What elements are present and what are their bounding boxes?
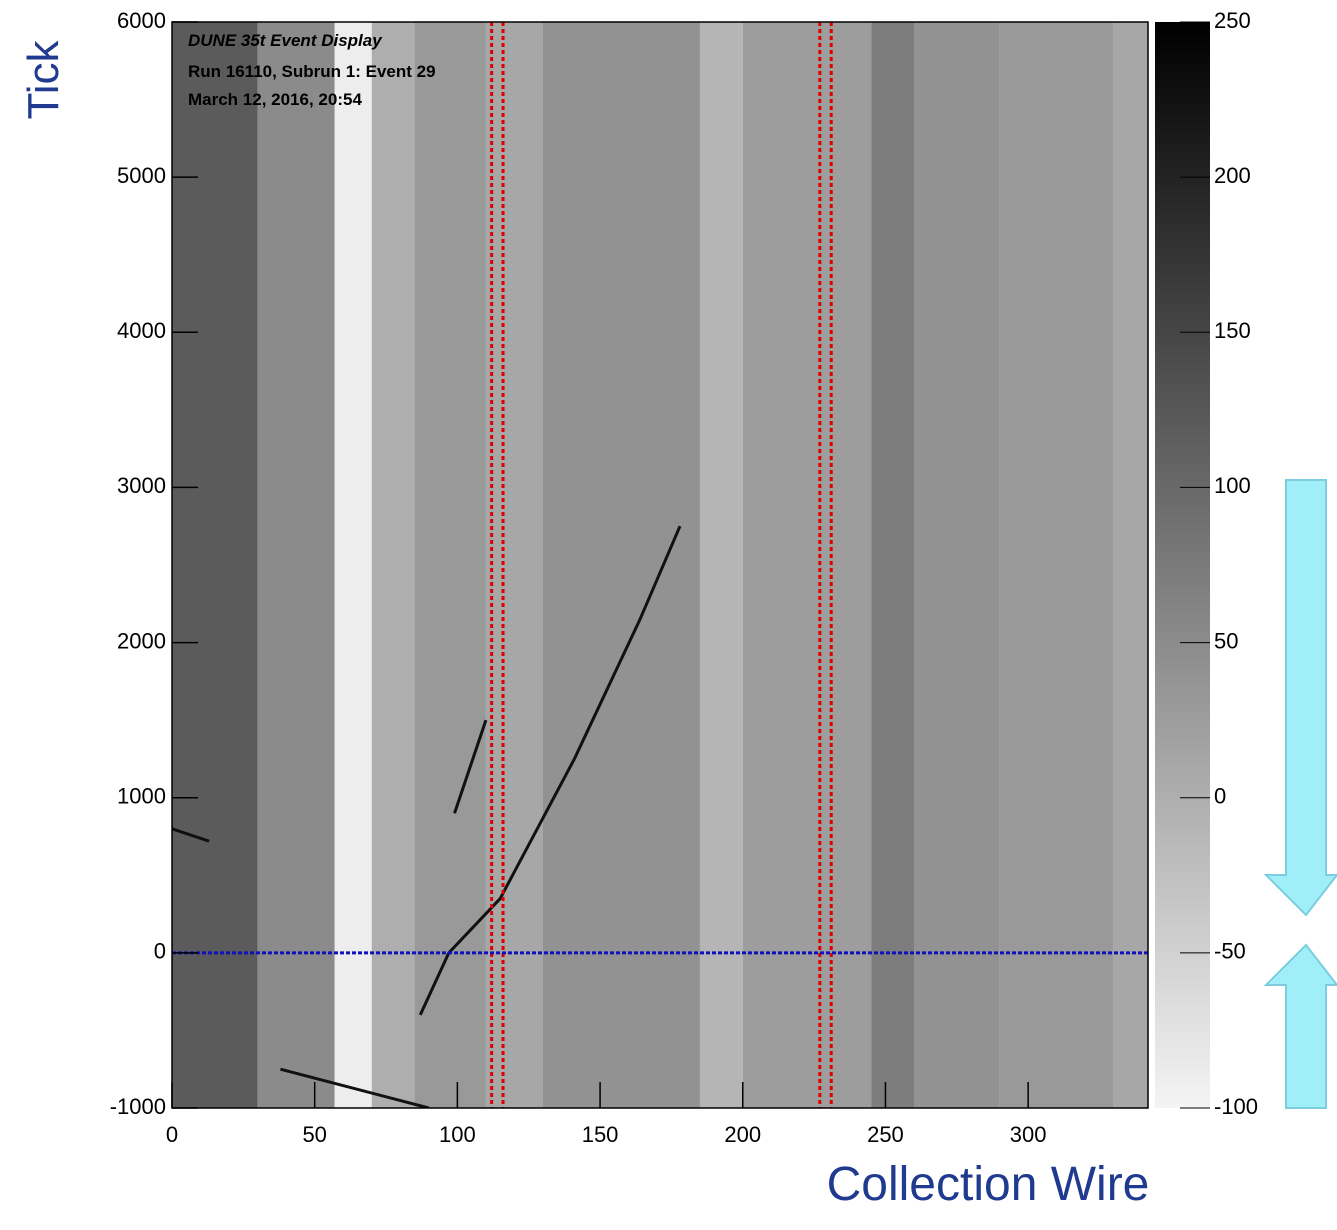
colorbar-tick-label: 0 — [1214, 784, 1226, 809]
heat-band — [1113, 22, 1148, 1108]
y-tick-label: 3000 — [117, 473, 166, 498]
colorbar-tick-label: 100 — [1214, 473, 1251, 498]
x-tick-label: 0 — [166, 1122, 178, 1147]
track — [280, 1067, 430, 1108]
y-tick-label: 0 — [154, 939, 166, 964]
heat-band — [871, 22, 914, 1108]
x-axis-title: Collection Wire — [827, 1158, 1150, 1211]
plot-frame — [171, 21, 1149, 1109]
heat-band — [542, 22, 700, 1108]
x-tick-label: 50 — [302, 1122, 326, 1147]
x-tick-label: 200 — [724, 1122, 761, 1147]
up-arrow — [1263, 943, 1337, 1109]
colorbar-tick-label: 250 — [1214, 8, 1251, 33]
heat-band — [999, 22, 1114, 1108]
colorbar — [1155, 22, 1210, 1108]
colorbar-tick-label: 150 — [1214, 318, 1251, 343]
heat-band — [334, 22, 372, 1108]
y-tick-label: 1000 — [117, 784, 166, 809]
annotation: Run 16110, Subrun 1: Event 29 — [188, 62, 436, 81]
heat-band — [485, 22, 543, 1108]
y-tick-label: -1000 — [110, 1094, 166, 1119]
heat-band — [913, 22, 1000, 1108]
track — [418, 525, 682, 1016]
x-tick-label: 300 — [1010, 1122, 1047, 1147]
colorbar-tick-label: 200 — [1214, 163, 1251, 188]
heat-band — [699, 22, 743, 1108]
plot-area — [172, 22, 1148, 1108]
track — [453, 719, 488, 814]
colorbar-tick-label: -50 — [1214, 939, 1246, 964]
y-tick-label: 2000 — [117, 628, 166, 653]
x-tick-label: 100 — [439, 1122, 476, 1147]
y-axis-title: Tick — [19, 39, 68, 119]
heat-band — [371, 22, 415, 1108]
heat-band — [172, 22, 258, 1108]
x-tick-label: 150 — [582, 1122, 619, 1147]
y-tick-label: 5000 — [117, 163, 166, 188]
annotation: March 12, 2016, 20:54 — [188, 90, 362, 109]
heat-band — [414, 22, 486, 1108]
y-tick-label: 6000 — [117, 8, 166, 33]
colorbar-tick-label: 50 — [1214, 628, 1238, 653]
heat-band — [742, 22, 872, 1108]
annotation: DUNE 35t Event Display — [188, 31, 383, 50]
x-tick-label: 250 — [867, 1122, 904, 1147]
track — [172, 827, 210, 843]
colorbar-tick-label: -100 — [1214, 1094, 1258, 1119]
down-arrow — [1263, 479, 1337, 917]
y-tick-label: 4000 — [117, 318, 166, 343]
heat-band — [257, 22, 335, 1108]
